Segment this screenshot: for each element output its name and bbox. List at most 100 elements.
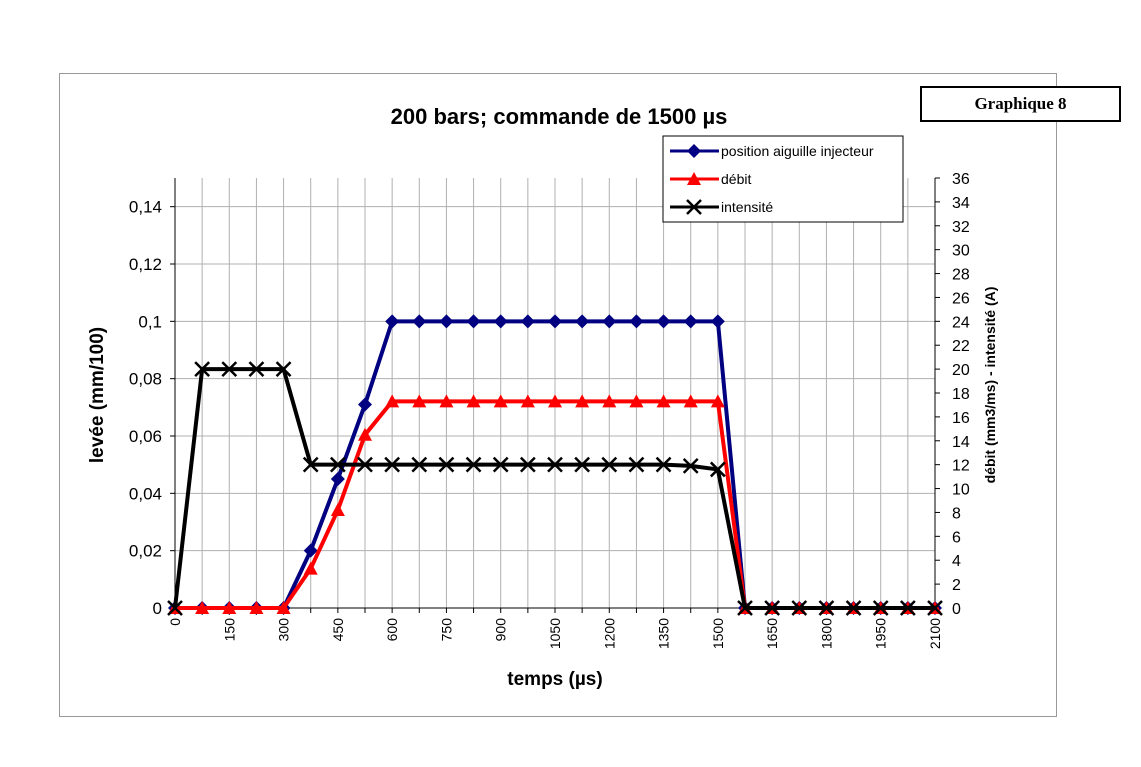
x-tick-label: 600 [384,618,400,642]
y-tick-label: 0,14 [129,198,162,217]
data-point [492,456,509,473]
data-point [167,600,183,616]
data-point [656,394,671,408]
data-point [249,601,264,614]
legend: position aiguille injecteur débit intensit… [662,135,904,223]
y2-tick-label: 6 [952,529,961,546]
data-point [330,472,345,486]
y2-axis-title: débit (mm3/ms) - intensité (A) [982,287,998,484]
graphique-label: Graphique 8 [920,86,1121,122]
data-point [548,394,562,408]
data-point [629,394,644,408]
data-point [872,600,889,616]
x-tick-label: 900 [493,618,509,642]
data-point [547,456,563,473]
y2-tick-label: 34 [952,195,970,212]
y2-tick-label: 18 [952,386,970,403]
data-point [358,397,372,412]
x-tick-label: 2100 [927,618,943,649]
y-tick-label: 0,04 [129,484,162,503]
y2-tick-label: 26 [952,290,970,307]
x-tick-label: 1950 [873,618,889,649]
data-point [575,314,590,329]
data-point [899,600,916,616]
data-point [737,600,753,616]
data-point [385,314,400,329]
x-tick-label: 450 [330,618,346,642]
y-tick-label: 0,06 [129,427,162,446]
data-point [466,314,481,329]
data-point [602,394,617,408]
y2-tick-label: 28 [952,267,970,284]
data-point [221,361,238,377]
data-point [330,503,345,517]
y2-tick-label: 2 [952,577,961,594]
data-point [194,361,211,377]
data-point [493,394,508,408]
y2-tick-label: 12 [952,458,970,475]
data-point [275,361,292,377]
data-point [520,394,535,408]
data-point [303,543,318,558]
data-point [818,600,835,616]
x-tick-label: 1050 [547,618,563,649]
y2-tick-label: 30 [952,243,970,260]
x-tick-label: 300 [276,618,292,642]
y-axis-title: levée (mm/100) [87,327,108,463]
series-3 [167,361,943,616]
data-point [791,600,808,616]
data-point [683,314,698,329]
data-point [629,314,644,329]
x-tick-label: 750 [438,618,454,642]
y-tick-label: 0,08 [129,370,162,389]
data-point [384,456,401,473]
y2-tick-label: 20 [952,362,970,379]
data-point [709,461,726,478]
data-point [385,394,400,408]
data-point [602,314,617,329]
legend-label: position aiguille injecteur [721,143,874,159]
y2-tick-label: 36 [952,171,970,188]
y2-tick-label: 0 [952,601,961,618]
data-point [276,601,291,614]
data-point [710,314,725,329]
data-point [764,600,781,616]
series-layer [167,314,943,616]
data-point [656,314,671,329]
data-point [303,561,318,575]
y2-tick-label: 8 [952,505,961,522]
legend-label: intensité [721,199,773,215]
x-axis-title: temps (µs) [507,669,602,690]
y2-tick-label: 16 [952,410,970,427]
data-point [439,314,454,329]
data-point [465,456,482,473]
data-point [574,456,591,473]
data-point [710,394,725,408]
legend-label: débit [721,171,751,187]
data-point [628,456,645,473]
y-tick-label: 0,02 [129,542,162,561]
data-point [575,394,590,408]
data-point [438,456,455,473]
data-point [302,456,319,473]
data-point [412,394,427,408]
y2-tick-label: 32 [952,219,970,236]
y2-tick-label: 24 [952,314,970,331]
x-tick-label: 1650 [764,618,780,649]
data-point [845,600,862,616]
x-tick-label: 1500 [710,618,726,649]
chart-title: 200 bars; commande de 1500 µs [391,104,728,129]
data-point [655,456,672,473]
data-point [466,394,481,408]
y2-tick-label: 10 [952,482,970,499]
data-point [548,314,562,329]
x-tick-label: 150 [221,618,237,642]
data-point [493,314,508,329]
x-tick-label: 1200 [601,618,617,649]
data-point [195,601,210,614]
data-point [412,314,427,329]
data-point [683,394,698,408]
data-point [927,600,943,616]
legend-marker [687,172,701,185]
